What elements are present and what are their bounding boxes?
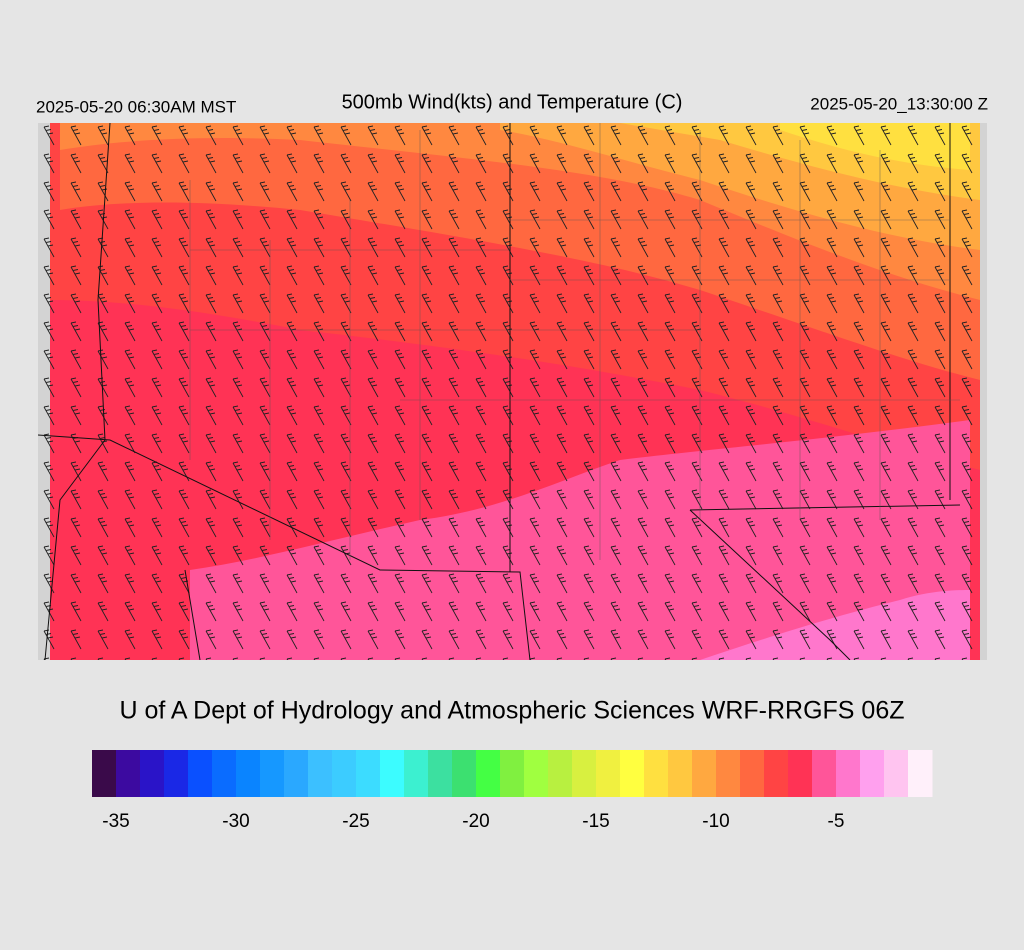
colorbar-swatch [716, 750, 741, 797]
colorbar-tick-label: -20 [462, 811, 489, 832]
borders [38, 123, 961, 660]
colorbar-swatch [284, 750, 309, 797]
colorbar-swatch [404, 750, 429, 797]
colorbar-swatch [380, 750, 405, 797]
colorbar-swatch [212, 750, 237, 797]
colorbar-swatch [356, 750, 381, 797]
colorbar-swatch [764, 750, 789, 797]
colorbar-tick-label: -25 [342, 811, 369, 832]
wind-barbs [38, 123, 987, 660]
county-lines [189, 123, 960, 560]
colorbar-swatch [140, 750, 165, 797]
colorbar-swatch [116, 750, 141, 797]
colorbar-tick-label: -35 [102, 811, 129, 832]
colorbar-swatch [596, 750, 621, 797]
colorbar-tick-label: -15 [582, 811, 609, 832]
colorbar-swatch [164, 750, 189, 797]
colorbar-swatch [668, 750, 693, 797]
colorbar-swatch [860, 750, 885, 797]
colorbar-swatch [644, 750, 669, 797]
colorbar-swatch [332, 750, 357, 797]
colorbar: -35 -30 -25 -20 -15 -10 -5 [92, 750, 933, 832]
colorbar-swatch [476, 750, 501, 797]
colorbar-tick-label: -30 [222, 811, 249, 832]
colorbar-swatch [92, 750, 117, 797]
valid-time-local: 2025-05-20 06:30AM MST [36, 97, 236, 116]
colorbar-swatch [308, 750, 333, 797]
map-title: 500mb Wind(kts) and Temperature (C) [342, 91, 683, 113]
map [38, 123, 987, 660]
colorbar-swatch [620, 750, 645, 797]
colorbar-swatch [836, 750, 861, 797]
colorbar-swatch [524, 750, 549, 797]
colorbar-swatch [428, 750, 453, 797]
colorbar-swatch [572, 750, 597, 797]
credit: U of A Dept of Hydrology and Atmospheric… [119, 697, 904, 725]
colorbar-swatch [812, 750, 837, 797]
colorbar-swatch [740, 750, 765, 797]
colorbar-swatch [188, 750, 213, 797]
colorbar-swatch [500, 750, 525, 797]
colorbar-swatch [548, 750, 573, 797]
colorbar-swatch [236, 750, 261, 797]
colorbar-swatch [884, 750, 909, 797]
valid-time-utc: 2025-05-20_13:30:00 Z [810, 94, 988, 113]
colorbar-tick-label: -5 [828, 811, 845, 832]
colorbar-swatch [692, 750, 717, 797]
colorbar-swatch [908, 750, 933, 797]
colorbar-tick-label: -10 [702, 811, 729, 832]
colorbar-swatch [452, 750, 477, 797]
colorbar-swatch [788, 750, 813, 797]
colorbar-swatch [260, 750, 285, 797]
